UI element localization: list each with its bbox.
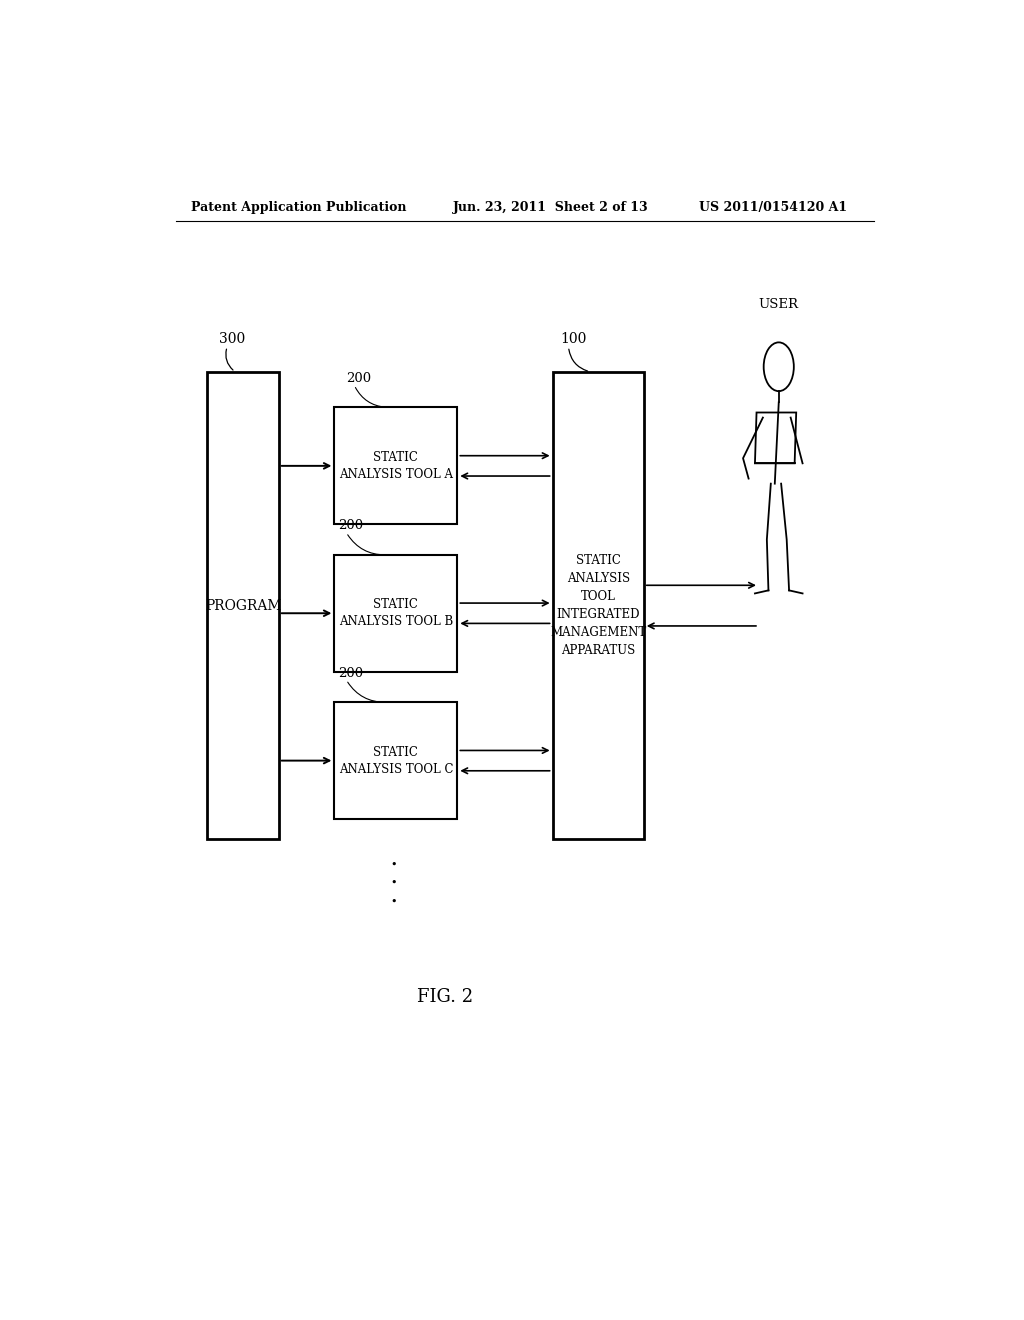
Text: FIG. 2: FIG. 2 (418, 987, 473, 1006)
Bar (207, 372, 279, 840)
Text: Jun. 23, 2011  Sheet 2 of 13: Jun. 23, 2011 Sheet 2 of 13 (454, 201, 649, 214)
Bar (334, 554, 458, 672)
Bar (334, 702, 458, 818)
Text: STATIC
ANALYSIS TOOL B: STATIC ANALYSIS TOOL B (339, 598, 453, 628)
Text: USER: USER (759, 298, 799, 312)
Text: PROGRAM: PROGRAM (205, 598, 282, 612)
Bar (334, 408, 458, 524)
Bar (553, 372, 644, 840)
Text: STATIC
ANALYSIS
TOOL
INTEGRATED
MANAGEMENT
APPARATUS: STATIC ANALYSIS TOOL INTEGRATED MANAGEME… (550, 554, 646, 657)
Text: 200: 200 (338, 520, 364, 532)
Text: STATIC
ANALYSIS TOOL A: STATIC ANALYSIS TOOL A (339, 451, 453, 480)
Text: 200: 200 (338, 667, 364, 680)
Text: 200: 200 (346, 372, 372, 385)
Text: US 2011/0154120 A1: US 2011/0154120 A1 (699, 201, 848, 214)
Text: 300: 300 (219, 333, 246, 346)
Text: STATIC
ANALYSIS TOOL C: STATIC ANALYSIS TOOL C (339, 746, 453, 776)
Text: •: • (390, 896, 397, 907)
Text: 100: 100 (560, 333, 587, 346)
Text: •: • (390, 859, 397, 870)
Text: •: • (390, 878, 397, 888)
Text: Patent Application Publication: Patent Application Publication (191, 201, 407, 214)
